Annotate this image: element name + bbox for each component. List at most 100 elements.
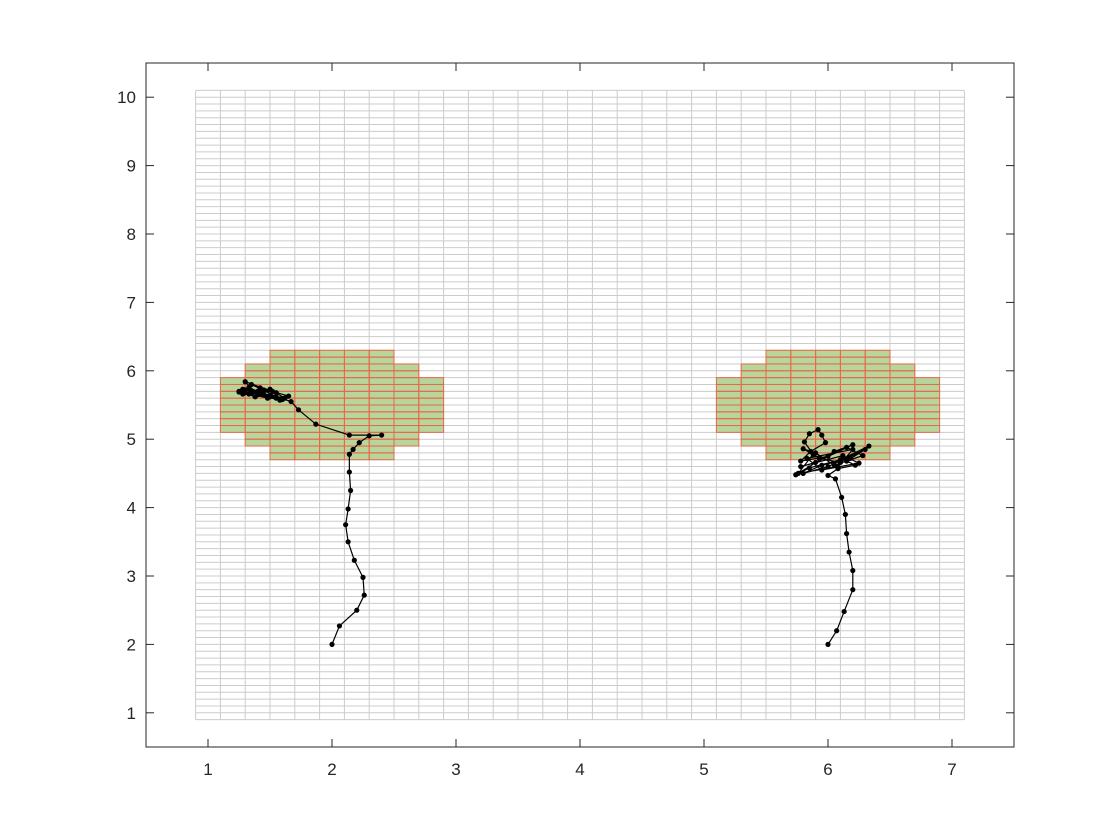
region-cell — [270, 418, 295, 426]
trajectory-point — [346, 469, 352, 475]
x-tick-label: 4 — [575, 760, 584, 779]
region-cell — [270, 370, 295, 378]
y-tick-label: 5 — [127, 430, 136, 449]
x-tick-label: 7 — [947, 760, 956, 779]
region-cell — [294, 384, 320, 392]
region-cell — [369, 452, 394, 460]
trajectory-point — [841, 608, 847, 615]
region-cell — [815, 350, 841, 358]
trajectory-point — [816, 455, 822, 461]
region-cell — [418, 425, 444, 433]
region-cell — [245, 377, 270, 385]
region-cell — [890, 384, 915, 392]
region-cell — [741, 363, 766, 371]
region-cell — [270, 405, 295, 412]
trajectory-point — [366, 433, 372, 439]
trajectory-point — [346, 432, 352, 438]
region-cell — [344, 377, 370, 385]
y-tick-label: 9 — [127, 157, 136, 176]
region-cell — [369, 370, 394, 378]
region-cell — [344, 363, 370, 371]
trajectory-point — [844, 444, 850, 451]
region-cell-edge — [418, 377, 445, 385]
region-cell — [865, 425, 890, 433]
region-cell — [245, 398, 270, 405]
y-tick-label: 1 — [127, 704, 136, 723]
x-tick-label: 5 — [699, 760, 708, 779]
trajectory-point — [819, 432, 825, 438]
region-cell — [245, 439, 270, 447]
region-cell — [890, 405, 915, 412]
region-cell — [270, 439, 295, 447]
region-cell — [741, 398, 766, 405]
region-cell — [220, 384, 246, 392]
trajectory-point — [840, 453, 846, 459]
trajectory-point — [804, 455, 810, 461]
region-cell — [840, 377, 866, 385]
region-cell — [766, 370, 791, 378]
region-cell — [790, 411, 816, 419]
ticks: 1 2 3 4 5 6 7 1 2 3 4 5 6 7 8 9 10 — [117, 63, 1014, 779]
region-cell — [319, 384, 345, 392]
region-cell — [840, 363, 866, 371]
region-cell-edge — [864, 349, 891, 358]
region-cell — [741, 384, 766, 392]
region-cell — [890, 411, 915, 419]
region-cell — [865, 384, 890, 392]
trajectory-point — [267, 386, 273, 392]
region-cell — [815, 398, 841, 405]
region-cell — [319, 432, 345, 440]
region-cell — [270, 357, 295, 364]
region-cell — [319, 418, 345, 426]
trajectory-point — [862, 446, 868, 453]
region-cell — [394, 377, 419, 385]
region-cell — [790, 452, 816, 460]
region-cell-edge — [393, 431, 420, 440]
trajectory-point — [798, 463, 804, 470]
region-cell — [270, 452, 295, 460]
region-cell — [890, 432, 915, 440]
region-cell — [270, 363, 295, 371]
region-cell — [344, 432, 370, 440]
trajectory-point — [813, 450, 819, 456]
region-cell — [294, 425, 320, 433]
region-cell — [890, 370, 915, 378]
region-cell — [220, 418, 246, 426]
trajectory-point — [860, 453, 866, 459]
region-cell-edge — [393, 363, 420, 372]
region-cell — [790, 377, 816, 385]
region-cell — [319, 398, 345, 405]
region-cell — [766, 432, 791, 440]
region-cell — [914, 405, 940, 412]
region-cell — [220, 405, 246, 412]
trajectory-point — [336, 623, 343, 629]
region-cell — [394, 425, 419, 433]
region-cell — [790, 405, 816, 412]
region-cell — [394, 418, 419, 426]
region-cell — [741, 418, 766, 426]
region-cell — [294, 446, 320, 453]
region-cell — [815, 384, 841, 392]
region-cell — [914, 418, 940, 426]
region-cell — [418, 405, 444, 412]
trajectory-point — [288, 398, 294, 405]
region-cell — [294, 377, 320, 385]
trajectory-point — [839, 494, 845, 500]
region-cell — [270, 411, 295, 419]
region-cell — [270, 446, 295, 453]
region-cell — [394, 405, 419, 412]
region-cell — [914, 384, 940, 392]
trajectory-point — [295, 407, 302, 413]
trajectory-point — [834, 628, 840, 634]
region-cell — [418, 411, 444, 419]
region-cell — [220, 425, 246, 433]
x-tick-label: 2 — [327, 760, 336, 779]
region-cell — [815, 405, 841, 412]
region-cell — [890, 418, 915, 426]
region-cell — [344, 425, 370, 433]
region-cell — [914, 411, 940, 419]
region-cell — [270, 432, 295, 440]
trajectory-point — [343, 522, 349, 528]
region-cell — [319, 452, 345, 460]
trajectory-point — [242, 379, 248, 385]
